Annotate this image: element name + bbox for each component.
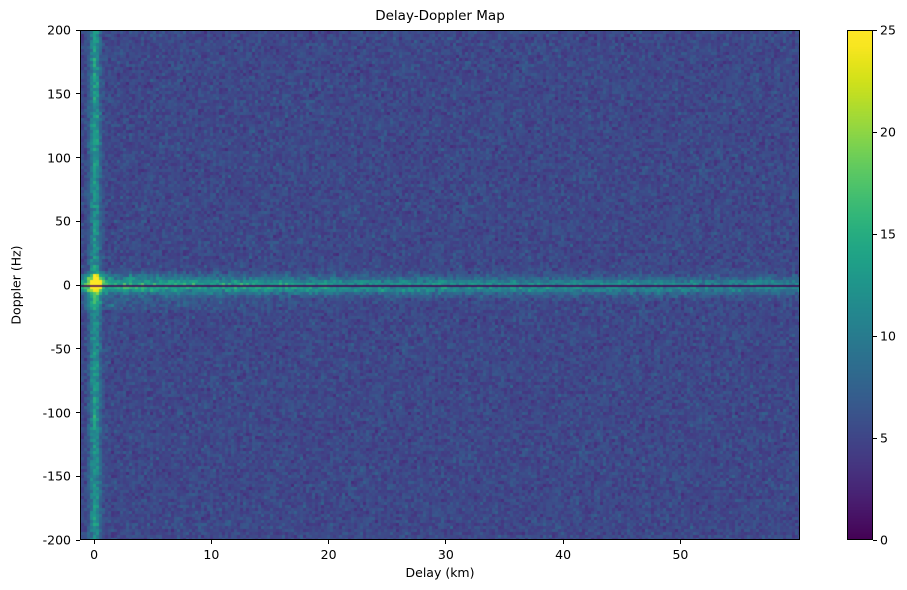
y-tick-label: 0 xyxy=(63,277,71,293)
colorbar-tick-label: 20 xyxy=(880,124,896,140)
y-tick-label: 50 xyxy=(55,213,71,229)
colorbar-tick-mark xyxy=(873,437,877,439)
colorbar-tick-label: 10 xyxy=(880,328,896,344)
x-tick-label: 40 xyxy=(555,547,572,562)
colorbar-tick-label: 25 xyxy=(880,22,896,38)
y-tick-label: -200 xyxy=(42,532,71,548)
x-tick-label: 0 xyxy=(90,547,99,562)
colorbar-tick-label: 0 xyxy=(880,532,888,548)
y-tick-mark xyxy=(76,475,80,477)
x-tick-mark xyxy=(445,540,447,544)
y-tick-label: 150 xyxy=(47,86,71,102)
colorbar-tick-mark xyxy=(873,233,877,235)
colorbar[interactable] xyxy=(847,30,873,540)
delay-doppler-heatmap xyxy=(81,31,799,539)
x-axis-label: Delay (km) xyxy=(405,565,475,580)
x-tick-label: 10 xyxy=(203,547,220,562)
x-tick-label: 50 xyxy=(672,547,689,562)
colorbar-tick-mark xyxy=(873,29,877,31)
page-title: Delay-Doppler Map xyxy=(375,8,505,24)
colorbar-tick-mark xyxy=(873,335,877,337)
y-tick-label: -50 xyxy=(50,341,71,357)
x-tick-label: 30 xyxy=(437,547,454,562)
x-tick-mark xyxy=(93,540,95,544)
x-tick-mark xyxy=(210,540,212,544)
x-tick-mark xyxy=(679,540,681,544)
x-tick-label: 20 xyxy=(320,547,337,562)
colorbar-tick-label: 5 xyxy=(880,430,888,446)
y-tick-label: 200 xyxy=(47,22,71,38)
y-tick-mark xyxy=(76,284,80,286)
colorbar-gradient xyxy=(848,31,872,539)
y-tick-mark xyxy=(76,157,80,159)
y-tick-mark xyxy=(76,412,80,414)
heatmap-plot-area[interactable] xyxy=(80,30,800,540)
y-tick-mark xyxy=(76,539,80,541)
y-tick-mark xyxy=(76,220,80,222)
x-tick-mark xyxy=(562,540,564,544)
y-tick-label: -100 xyxy=(42,405,71,420)
y-tick-mark xyxy=(76,93,80,95)
colorbar-tick-label: 15 xyxy=(880,226,896,242)
y-tick-label: -150 xyxy=(42,468,71,484)
x-tick-mark xyxy=(328,540,330,544)
y-tick-mark xyxy=(76,348,80,350)
colorbar-tick-mark xyxy=(873,131,877,133)
y-tick-mark xyxy=(76,29,80,31)
y-tick-label: 100 xyxy=(47,150,71,165)
colorbar-tick-mark xyxy=(873,539,877,541)
